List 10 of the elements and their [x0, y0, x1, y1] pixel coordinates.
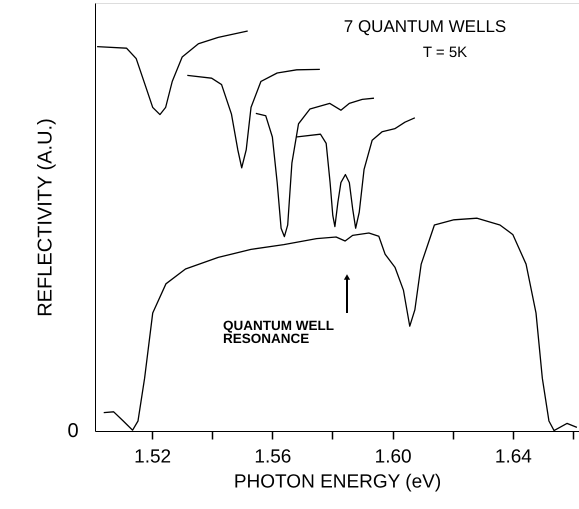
y-axis-title: REFLECTIVITY (A.U.)	[34, 118, 56, 317]
x-tick-label: 1.64	[494, 446, 532, 468]
x-tick-label: 1.56	[254, 446, 292, 468]
x-tick-label: 1.52	[134, 446, 172, 468]
annotation: 7 QUANTUM WELLS	[344, 17, 506, 36]
text: 0	[67, 420, 79, 442]
annotation: QUANTUM WELL RESONANCE	[223, 318, 334, 346]
annotation: T = 5K	[422, 44, 468, 61]
x-axis-title: PHOTON ENERGY (eV)	[234, 472, 442, 492]
text: 1.60	[374, 446, 412, 468]
